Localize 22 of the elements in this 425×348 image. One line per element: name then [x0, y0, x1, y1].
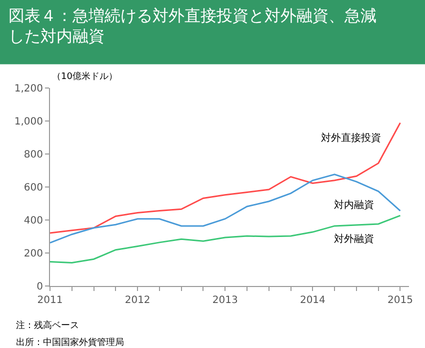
- text: 出所：中国国家外貨管理局: [16, 337, 124, 348]
- x-tick-label: 2013: [212, 295, 238, 306]
- chart-title: 図表４：急増続ける対外直接投資と対外融資、急減した対内融資: [8, 6, 376, 46]
- line-series: [50, 174, 401, 244]
- line-series: [50, 122, 401, 234]
- y-tick-label: 800: [24, 150, 43, 160]
- y-tick-label: 200: [24, 248, 43, 260]
- y-tick-label: 600: [24, 182, 43, 194]
- text: 注：残高ベース: [16, 320, 79, 331]
- series-label: 対外融資: [334, 233, 374, 245]
- series-label: 対内融資: [334, 199, 374, 211]
- series-label: 対外直接投資: [321, 132, 381, 144]
- x-tick-label: 2014: [300, 295, 326, 306]
- y-tick-label: 1,200: [14, 84, 43, 94]
- y-tick-label: 400: [24, 216, 43, 226]
- x-tick-label: 2015: [388, 295, 413, 306]
- y-tick-label: 0: [36, 282, 43, 292]
- y-tick-label: 1,000: [14, 116, 43, 128]
- x-tick-label: 2012: [124, 295, 150, 306]
- x-tick-label: 2011: [37, 295, 63, 306]
- line-series: [50, 214, 401, 264]
- y-axis-title: （10億米ドル）: [52, 71, 118, 82]
